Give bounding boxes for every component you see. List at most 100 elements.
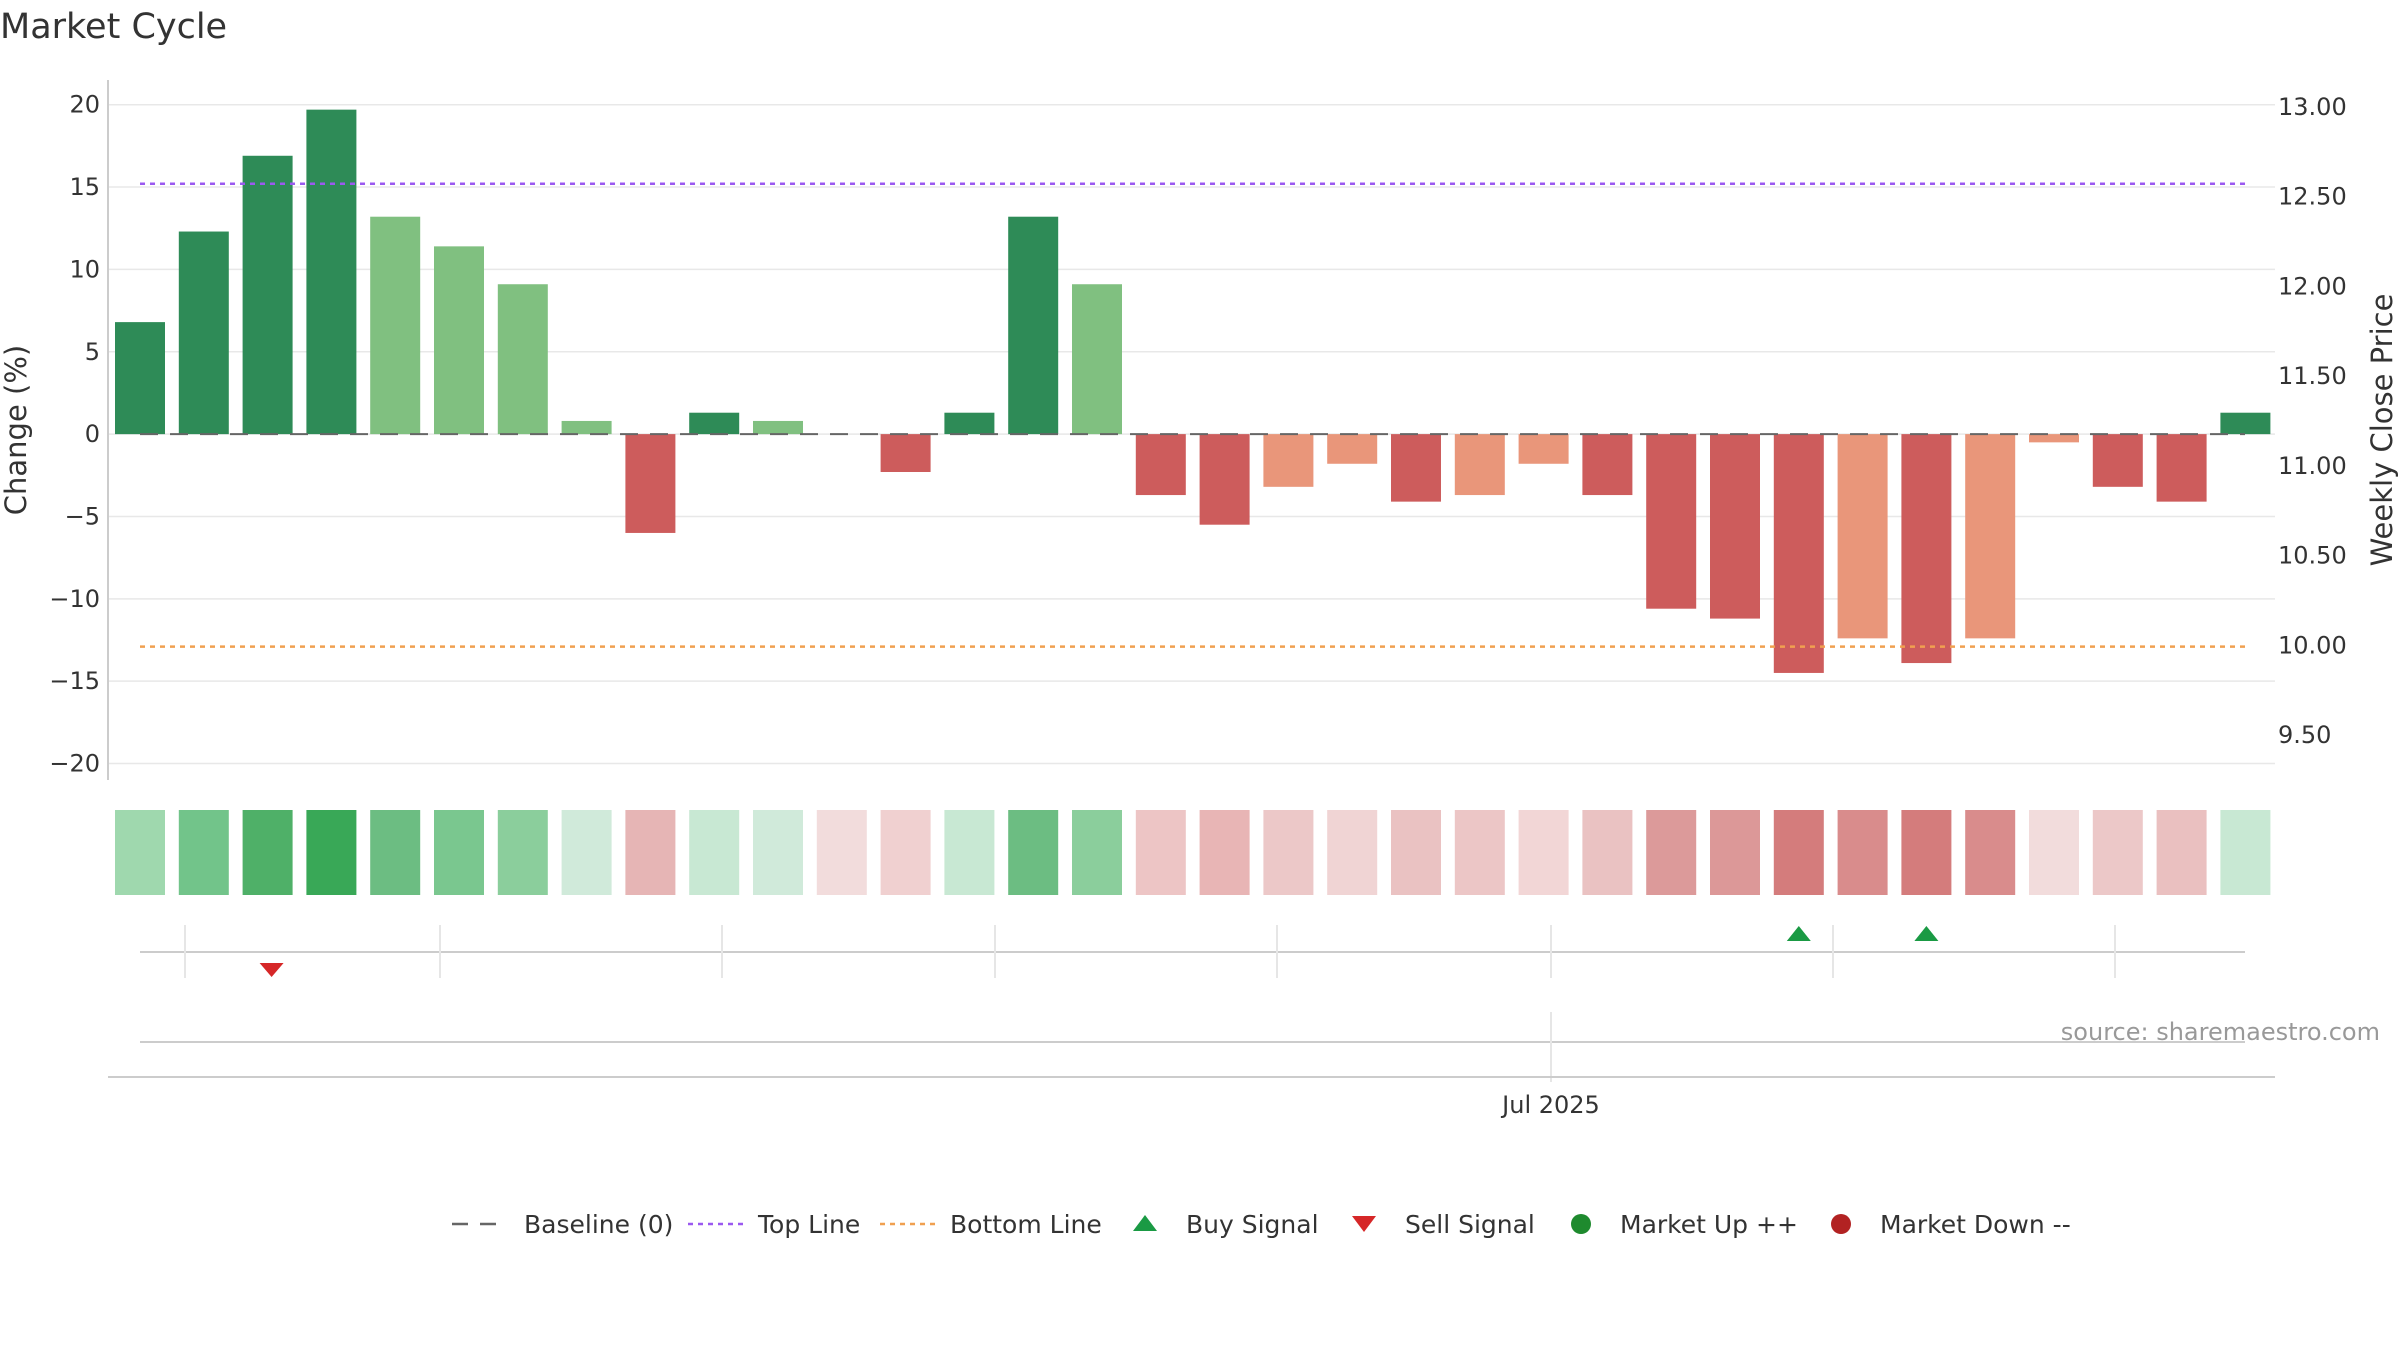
bar: [497, 284, 548, 435]
buy-signal-marker: [1786, 926, 1811, 941]
heat-cell: [561, 810, 612, 895]
bars: [115, 109, 2271, 673]
y2-tick-label: 10.00: [2278, 631, 2347, 659]
y2-axis-title: Weekly Close Price: [2365, 294, 2399, 567]
bar: [1135, 434, 1186, 496]
y2-tick-label: 11.50: [2278, 362, 2347, 390]
bar: [306, 109, 357, 435]
heat-cell: [2220, 810, 2271, 895]
y-tick-label: −10: [49, 585, 100, 613]
legend-label: Sell Signal: [1405, 1210, 1535, 1239]
bar: [561, 420, 612, 435]
bar: [1965, 434, 2016, 639]
signal-track: [140, 925, 2245, 978]
y2-tick-label: 11.00: [2278, 452, 2347, 480]
bar: [625, 434, 676, 533]
y-tick-label: 0: [85, 420, 100, 448]
bar: [2220, 412, 2271, 435]
bar: [1199, 434, 1250, 525]
heat-cell: [1327, 810, 1378, 895]
bar: [2156, 434, 2207, 502]
y-axis-title: Change (%): [0, 345, 33, 515]
right-y-tick-labels: 13.00 12.50 12.00 11.50 11.00 10.50 10.00 9.50: [2278, 93, 2347, 749]
y2-tick-label: 10.50: [2278, 542, 2347, 570]
left-y-tick-labels: 20 15 10 5 0 −5 −10 −15 −20: [49, 91, 100, 778]
bar: [1327, 434, 1378, 464]
heat-cell: [2156, 810, 2207, 895]
heat-cell: [625, 810, 676, 895]
bar: [1773, 434, 1824, 673]
legend-sell-icon: [1352, 1216, 1376, 1232]
legend-label: Market Up ++: [1620, 1210, 1798, 1239]
y-tick-label: −5: [65, 502, 100, 530]
heat-cell: [753, 810, 803, 895]
heat-cell: [306, 810, 357, 895]
heat-cell: [689, 810, 740, 895]
timeline-axis: Jul 2025: [108, 1012, 2275, 1119]
bar: [1582, 434, 1633, 496]
bar: [434, 246, 484, 435]
bar: [370, 216, 421, 435]
heat-cell: [497, 810, 548, 895]
bar: [2092, 434, 2143, 487]
heat-cell: [2092, 810, 2143, 895]
bar: [1518, 434, 1569, 464]
y-tick-label: 15: [69, 173, 100, 201]
bar: [1391, 434, 1441, 502]
y2-tick-label: 13.00: [2278, 93, 2347, 121]
reference-lines: [140, 182, 2245, 648]
y-tick-label: 20: [69, 91, 100, 119]
heat-cell: [115, 810, 165, 895]
heat-cell: [1773, 810, 1824, 895]
y-tick-label: −20: [49, 750, 100, 778]
x-tick-label: Jul 2025: [1500, 1091, 1600, 1119]
bar: [1646, 434, 1697, 609]
heat-cell: [1199, 810, 1250, 895]
legend-buy-icon: [1133, 1215, 1157, 1231]
heat-cell: [178, 810, 229, 895]
heat-cell: [816, 810, 867, 895]
y2-tick-label: 12.50: [2278, 183, 2347, 211]
y-tick-label: 5: [85, 338, 100, 366]
heat-cell: [1072, 810, 1122, 895]
bar: [1901, 434, 1952, 664]
bar: [689, 412, 740, 435]
legend-label: Market Down --: [1880, 1210, 2071, 1239]
heat-cell: [1391, 810, 1441, 895]
y-tick-label: 10: [69, 255, 100, 283]
heat-cell: [1008, 810, 1059, 895]
heat-cell: [1135, 810, 1186, 895]
heat-cell: [2029, 810, 2079, 895]
bar: [115, 322, 165, 435]
y2-tick-label: 9.50: [2278, 721, 2331, 749]
legend-label: Buy Signal: [1186, 1210, 1319, 1239]
bar: [2029, 434, 2079, 443]
legend-down-icon: [1831, 1214, 1851, 1234]
bar: [1454, 434, 1505, 496]
bar: [880, 434, 931, 472]
heat-cell: [1518, 810, 1569, 895]
bar: [1710, 434, 1760, 619]
heat-cell: [1454, 810, 1505, 895]
sell-signal-marker: [259, 963, 284, 977]
heat-cell: [1837, 810, 1888, 895]
heat-cell: [434, 810, 484, 895]
heat-cell: [1263, 810, 1314, 895]
heat-cell: [370, 810, 421, 895]
heat-cell: [1582, 810, 1633, 895]
legend-label: Baseline (0): [524, 1210, 673, 1239]
bar: [1008, 216, 1059, 435]
heat-cell: [880, 810, 931, 895]
heat-cell: [1965, 810, 2016, 895]
heat-strip: [115, 810, 2271, 895]
bar: [1072, 284, 1122, 435]
bar: [1263, 434, 1314, 487]
bar: [1837, 434, 1888, 639]
legend-label: Top Line: [757, 1210, 860, 1239]
chart-title: Market Cycle: [0, 7, 227, 47]
legend: Baseline (0) Top Line Bottom Line Buy Signa…: [452, 1210, 2071, 1239]
buy-signal-marker: [1914, 926, 1939, 941]
bar: [242, 155, 293, 435]
bar: [753, 420, 803, 435]
